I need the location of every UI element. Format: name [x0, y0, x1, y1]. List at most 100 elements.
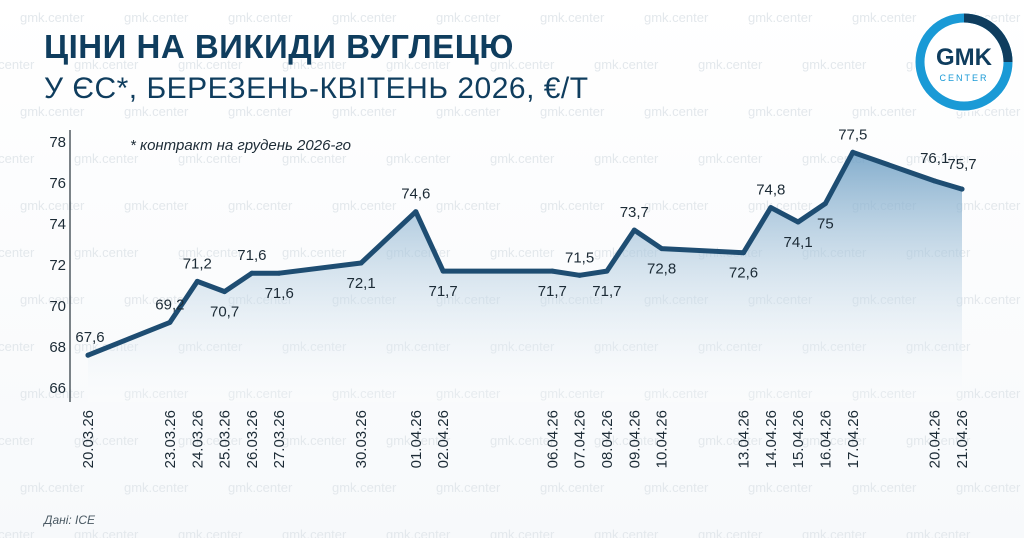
watermark-text: gmk.center [124, 292, 189, 307]
watermark-text: gmk.center [228, 10, 293, 25]
data-label: 74,1 [783, 234, 812, 251]
watermark-text: gmk.center [906, 433, 971, 448]
x-tick-label: 25.03.26 [217, 410, 234, 468]
x-tick-label: 01.04.26 [408, 410, 425, 468]
watermark-text: gmk.center [802, 57, 867, 72]
watermark-text: gmk.center [748, 198, 813, 213]
x-tick-label: 26.03.26 [244, 410, 261, 468]
x-tick-label: 07.04.26 [572, 410, 589, 468]
watermark-text: gmk.center [594, 57, 659, 72]
data-label: 75,7 [947, 156, 976, 173]
data-point [549, 268, 555, 274]
watermark-text: gmk.center [802, 433, 867, 448]
watermark-text: gmk.center [956, 386, 1021, 401]
data-point [932, 178, 938, 184]
data-label: 77,5 [838, 126, 867, 143]
watermark-text: gmk.center [956, 480, 1021, 495]
x-tick-label: 13.04.26 [736, 410, 753, 468]
watermark-text: gmk.center [698, 57, 763, 72]
watermark-text: gmk.center [124, 104, 189, 119]
data-point [249, 270, 255, 276]
data-label: 73,7 [620, 204, 649, 221]
data-label: 72,6 [729, 265, 758, 282]
data-label: 72,1 [346, 275, 375, 292]
data-point [577, 272, 583, 278]
watermark-text: gmk.center [540, 10, 605, 25]
chart-title: ЦІНИ НА ВИКИДИ ВУГЛЕЦЮ [44, 28, 514, 65]
data-source: Дані: ICE [44, 513, 96, 527]
watermark-text: gmk.center [852, 480, 917, 495]
watermark-text: gmk.center [852, 104, 917, 119]
watermark-text: gmk.center [698, 151, 763, 166]
x-tick-label: 20.04.26 [927, 410, 944, 468]
watermark-text: gmk.center [332, 480, 397, 495]
watermark-text: gmk.center [0, 433, 35, 448]
watermark-text: gmk.center [74, 151, 139, 166]
watermark-text: gmk.center [228, 198, 293, 213]
watermark-text: gmk.center [698, 527, 763, 538]
data-point [850, 149, 856, 155]
data-point [741, 250, 746, 256]
y-tick-label: 76 [49, 175, 66, 192]
x-tick-label: 10.04.26 [654, 410, 671, 468]
watermark-text: gmk.center [644, 198, 709, 213]
data-point [604, 268, 610, 274]
watermark-text: gmk.center [20, 386, 85, 401]
watermark-text: gmk.center [178, 527, 243, 538]
watermark-text: gmk.center [0, 151, 35, 166]
watermark-text: gmk.center [74, 433, 139, 448]
data-label: 69,2 [155, 296, 184, 313]
watermark-text: gmk.center [956, 292, 1021, 307]
watermark-text: gmk.center [20, 10, 85, 25]
watermark-text: gmk.center [594, 151, 659, 166]
watermark-text: gmk.center [228, 104, 293, 119]
watermark-text: gmk.center [124, 198, 189, 213]
watermark-text: gmk.center [386, 433, 451, 448]
watermark-text: gmk.center [748, 480, 813, 495]
watermark-text: gmk.center [74, 245, 139, 260]
data-label: 71,7 [538, 283, 567, 300]
x-tick-label: 14.04.26 [763, 410, 780, 468]
watermark-text: gmk.center [0, 57, 35, 72]
footnote: * контракт на грудень 2026-го [130, 137, 351, 154]
watermark-text: gmk.center [20, 198, 85, 213]
watermark-text: gmk.center [748, 10, 813, 25]
y-tick-label: 66 [49, 380, 66, 397]
watermark-text: gmk.center [386, 151, 451, 166]
watermark-text: gmk.center [490, 245, 555, 260]
data-label: 72,8 [647, 261, 676, 278]
watermark-text: gmk.center [282, 527, 347, 538]
y-tick-label: 68 [49, 339, 66, 356]
watermark-text: gmk.center [282, 433, 347, 448]
watermark-text: gmk.center [124, 480, 189, 495]
watermark-text: gmk.center [0, 527, 35, 538]
data-label: 67,6 [75, 329, 104, 346]
watermark-text: gmk.center [386, 527, 451, 538]
x-tick-label: 16.04.26 [817, 410, 834, 468]
watermark-text: gmk.center [490, 433, 555, 448]
data-point [85, 352, 91, 358]
watermark-text: gmk.center [178, 433, 243, 448]
watermark-text: gmk.center [332, 198, 397, 213]
data-label: 71,2 [183, 255, 212, 272]
watermark-text: gmk.center [0, 245, 35, 260]
watermark-text: gmk.center [802, 527, 867, 538]
data-label: 74,8 [756, 182, 785, 199]
x-tick-label: 30.03.26 [353, 410, 370, 468]
watermark-text: gmk.center [282, 245, 347, 260]
watermark-text: gmk.center [436, 104, 501, 119]
watermark-text: gmk.center [178, 151, 243, 166]
data-point [194, 278, 200, 284]
data-point [659, 246, 665, 252]
watermark-text: gmk.center [282, 151, 347, 166]
price-area-fill [88, 152, 962, 402]
watermark-text: gmk.center [74, 527, 139, 538]
watermark-text: gmk.center [644, 480, 709, 495]
data-label: 71,7 [428, 283, 457, 300]
x-tick-label: 24.03.26 [189, 410, 206, 468]
data-point [358, 260, 364, 266]
data-point [222, 289, 228, 295]
y-tick-label: 74 [49, 216, 66, 233]
watermark-text: gmk.center [490, 57, 555, 72]
